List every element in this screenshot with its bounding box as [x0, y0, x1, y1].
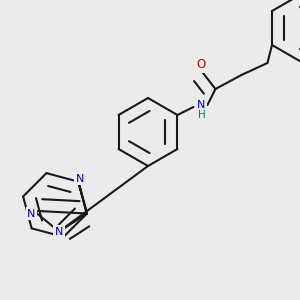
Text: N: N	[197, 100, 206, 110]
Text: O: O	[197, 58, 206, 71]
Text: N: N	[76, 174, 85, 184]
Text: N: N	[55, 226, 63, 236]
Text: N: N	[27, 209, 36, 219]
Text: H: H	[198, 110, 205, 120]
